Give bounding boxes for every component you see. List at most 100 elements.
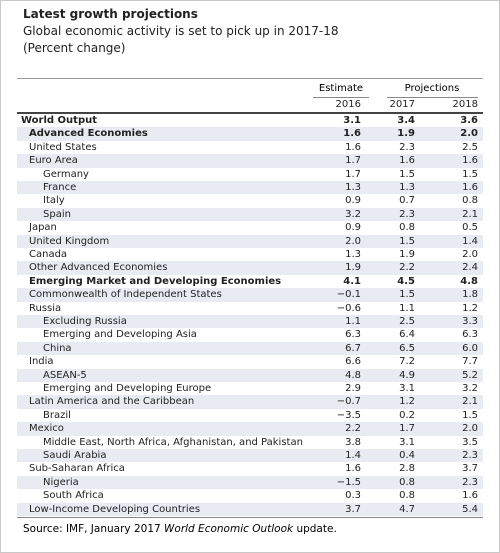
- cell-value: 1.3: [345, 182, 361, 193]
- cell-value: 1.6: [345, 141, 361, 153]
- cell-value: 1.4: [345, 450, 361, 461]
- cell-value: 0.4: [399, 450, 415, 461]
- row-label: Russia: [29, 302, 62, 314]
- cell-value: 1.4: [462, 235, 478, 247]
- cell-value: 2.0: [462, 249, 478, 260]
- group-header: Projections: [404, 83, 460, 94]
- cell-value: 1.1: [345, 316, 361, 327]
- row-stripe: [17, 449, 483, 463]
- cell-value: 2.8: [399, 463, 415, 475]
- cell-value: 1.5: [399, 168, 415, 180]
- row-label: Advanced Economies: [29, 128, 148, 140]
- cell-value: −1.5: [336, 476, 361, 488]
- cell-value: 0.5: [462, 222, 478, 234]
- row-label: Germany: [43, 168, 89, 180]
- cell-value: 2.0: [460, 128, 478, 140]
- row-label: China: [43, 342, 72, 354]
- cell-value: 1.6: [462, 155, 478, 167]
- cell-value: −0.1: [336, 289, 361, 301]
- cell-value: 0.9: [345, 222, 361, 234]
- cell-value: 7.2: [399, 356, 415, 368]
- cell-value: 1.1: [399, 302, 415, 314]
- row-label: Brazil: [43, 409, 71, 421]
- cell-value: 2.3: [462, 450, 478, 461]
- row-stripe: [17, 261, 483, 275]
- cell-value: 1.5: [399, 289, 415, 301]
- cell-value: 1.9: [399, 249, 415, 260]
- cell-value: 3.3: [462, 316, 478, 327]
- source-suffix: update.: [293, 523, 337, 535]
- row-label: Canada: [29, 249, 68, 260]
- cell-value: 7.7: [462, 356, 478, 368]
- row-label: Emerging and Developing Asia: [43, 329, 197, 341]
- cell-value: 3.6: [460, 115, 478, 126]
- cell-value: 1.3: [345, 249, 361, 260]
- row-stripe: [17, 341, 483, 356]
- cell-value: 6.3: [345, 329, 361, 341]
- cell-value: 1.7: [345, 168, 361, 180]
- column-header: 2016: [335, 99, 361, 110]
- row-label: Commonwealth of Independent States: [29, 289, 222, 301]
- row-stripe: [17, 475, 483, 490]
- source-italic: World Economic Outlook: [164, 523, 294, 535]
- cell-value: 2.3: [399, 141, 415, 153]
- row-stripe: [17, 395, 483, 409]
- cell-value: −0.6: [336, 302, 361, 314]
- cell-value: 1.5: [462, 409, 478, 421]
- cell-value: 3.7: [345, 503, 361, 515]
- row-label: Other Advanced Economies: [29, 262, 168, 274]
- cell-value: 2.5: [462, 141, 478, 153]
- cell-value: 2.1: [462, 396, 478, 408]
- row-stripe: [17, 154, 483, 168]
- row-label: Sub-Saharan Africa: [29, 463, 125, 475]
- cell-value: 1.6: [345, 463, 361, 475]
- row-label: Excluding Russia: [43, 316, 127, 327]
- cell-value: 6.5: [399, 342, 415, 354]
- row-label: Latin America and the Caribbean: [29, 396, 195, 408]
- row-label: ASEAN-5: [43, 369, 87, 381]
- cell-value: 4.5: [397, 275, 415, 287]
- cell-value: 2.2: [399, 262, 415, 274]
- cell-value: 3.1: [399, 436, 415, 448]
- cell-value: 2.4: [462, 262, 478, 274]
- bottom-rule: [17, 517, 483, 518]
- cell-value: 1.6: [399, 155, 415, 167]
- cell-value: 6.0: [462, 342, 478, 354]
- cell-value: 2.2: [345, 423, 361, 435]
- cell-value: 1.5: [399, 235, 415, 247]
- subtitle: Global economic activity is set to pick …: [23, 24, 339, 38]
- cell-value: 4.1: [343, 275, 361, 287]
- cell-value: 0.8: [462, 195, 478, 207]
- row-stripe: [17, 234, 483, 248]
- cell-value: 2.0: [462, 423, 478, 435]
- row-label: India: [29, 356, 54, 368]
- row-label: Saudi Arabia: [43, 450, 107, 461]
- cell-value: 5.2: [462, 369, 478, 381]
- row-stripe: [17, 288, 483, 302]
- cell-value: 4.8: [345, 369, 361, 381]
- row-label: South Africa: [43, 490, 104, 502]
- row-stripe: [17, 127, 483, 141]
- cell-value: 1.6: [343, 128, 361, 140]
- row-label: Emerging Market and Developing Economies: [29, 275, 282, 287]
- row-stripe: [17, 502, 483, 516]
- row-label: Euro Area: [29, 155, 78, 167]
- cell-value: 0.8: [399, 476, 415, 488]
- row-label: Nigeria: [43, 476, 79, 488]
- row-stripe: [17, 315, 483, 329]
- group-rule: [387, 97, 478, 98]
- cell-value: 6.4: [399, 329, 415, 341]
- cell-value: 1.6: [462, 182, 478, 193]
- cell-value: 3.1: [343, 115, 361, 126]
- cell-value: 0.8: [399, 222, 415, 234]
- column-header: 2017: [389, 99, 415, 110]
- cell-value: 0.3: [345, 490, 361, 502]
- group-rule: [313, 97, 369, 98]
- cell-value: 2.9: [345, 383, 361, 394]
- row-label: Middle East, North Africa, Afghanistan, …: [43, 436, 303, 448]
- source: Source: IMF, January 2017 World Economic…: [23, 523, 337, 535]
- cell-value: 1.5: [462, 168, 478, 180]
- cell-value: 6.3: [462, 329, 478, 341]
- cell-value: 1.2: [462, 302, 478, 314]
